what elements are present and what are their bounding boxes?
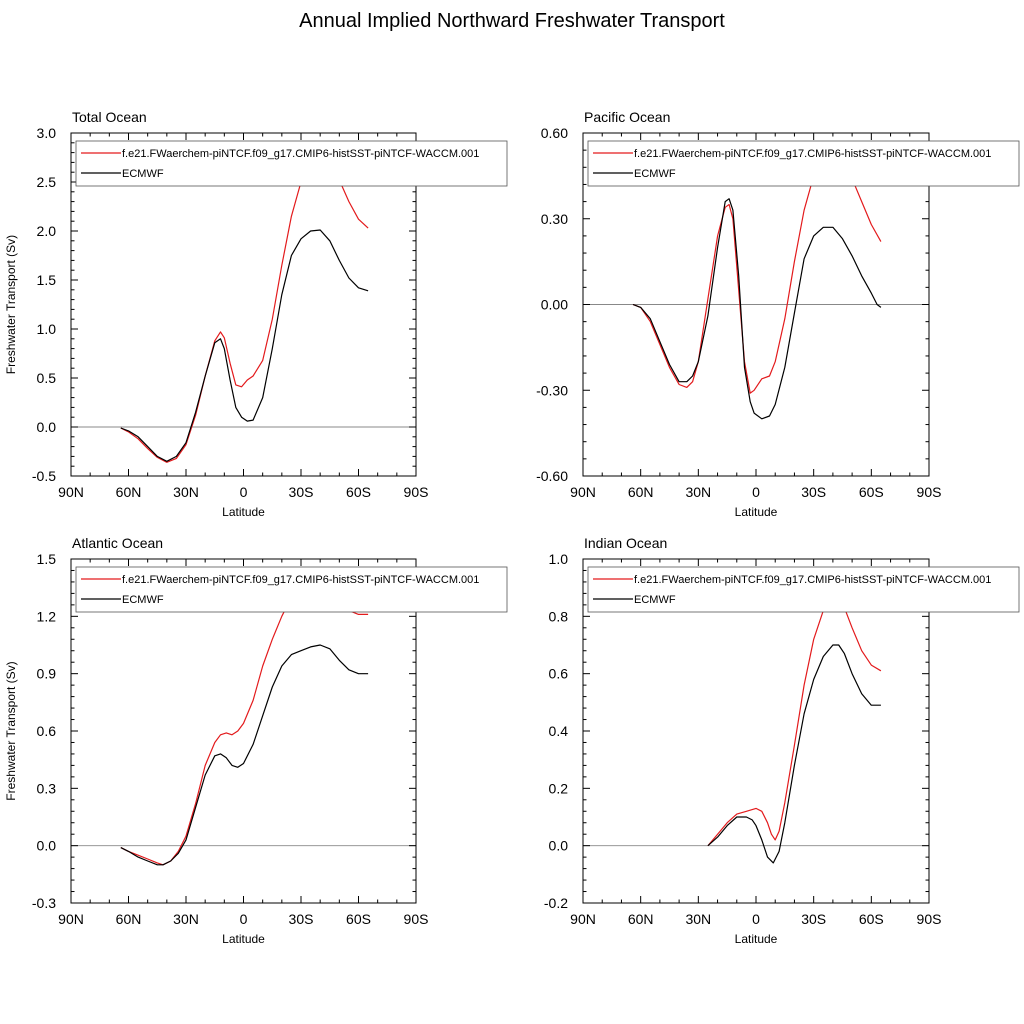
indian-ocean-x-tick-label: 90N xyxy=(570,911,596,927)
total-ocean-y-tick-label: 2.5 xyxy=(37,174,57,190)
indian-ocean-y-tick-label: 0.0 xyxy=(549,838,569,854)
total-ocean-x-tick-label: 90N xyxy=(58,484,84,500)
pacific-ocean-x-axis-label: Latitude xyxy=(735,505,778,519)
atlantic-ocean-legend-label-model: f.e21.FWaerchem-piNTCF.f09_g17.CMIP6-his… xyxy=(122,574,479,586)
atlantic-ocean-y-tick-label: 0.6 xyxy=(37,723,57,739)
total-ocean-y-tick-label: 0.5 xyxy=(37,370,57,386)
pacific-ocean-panel: Pacific Ocean 90N 60N 30N 0 30S 60S 90S -0.60 -0.… xyxy=(536,109,1020,519)
pacific-ocean-legend-label-model: f.e21.FWaerchem-piNTCF.f09_g17.CMIP6-his… xyxy=(634,148,991,160)
atlantic-ocean-x-tick-label: 30S xyxy=(289,911,314,927)
pacific-ocean-y-tick-label: 0.00 xyxy=(541,297,568,313)
total-ocean-title: Total Ocean xyxy=(72,109,147,125)
indian-ocean-y-tick-label: 0.4 xyxy=(549,723,569,739)
atlantic-ocean-y-tick-label: 1.2 xyxy=(37,608,57,624)
indian-ocean-x-axis-label: Latitude xyxy=(735,932,778,946)
pacific-ocean-series-ecmwf-line xyxy=(632,198,882,420)
pacific-ocean-x-tick-label: 30S xyxy=(801,484,826,500)
pacific-ocean-legend-box xyxy=(587,140,1020,187)
pacific-ocean-y-tick-label: -0.60 xyxy=(536,468,568,484)
atlantic-ocean-series-model-line xyxy=(120,579,369,866)
pacific-ocean-legend-label-ecmwf: ECMWF xyxy=(634,168,676,180)
indian-ocean-x-tick-label: 0 xyxy=(752,911,760,927)
atlantic-ocean-y-axis-label: Freshwater Transport (Sv) xyxy=(4,661,18,800)
indian-ocean-x-tick-label: 60S xyxy=(859,911,884,927)
atlantic-ocean-y-tick-label: 0.9 xyxy=(37,666,57,682)
atlantic-ocean-legend: f.e21.FWaerchem-piNTCF.f09_g17.CMIP6-his… xyxy=(75,566,508,613)
indian-ocean-y-tick-label: 0.2 xyxy=(549,780,569,796)
total-ocean-x-axis-label: Latitude xyxy=(222,505,265,519)
indian-ocean-x-tick-label: 60N xyxy=(628,911,654,927)
atlantic-ocean-y-tick-label: 1.5 xyxy=(37,551,57,567)
indian-ocean-y-tick-label: 0.6 xyxy=(549,666,569,682)
atlantic-ocean-series-ecmwf-line xyxy=(120,644,369,866)
pacific-ocean-x-tick-label: 90N xyxy=(570,484,596,500)
pacific-ocean-legend: f.e21.FWaerchem-piNTCF.f09_g17.CMIP6-his… xyxy=(587,140,1020,187)
total-ocean-y-tick-label: 2.0 xyxy=(37,223,57,239)
total-ocean-y-tick-label: 0.0 xyxy=(37,419,57,435)
atlantic-ocean-x-tick-label: 30N xyxy=(173,911,199,927)
indian-ocean-x-tick-label: 90S xyxy=(917,911,942,927)
indian-ocean-y-tick-label: 0.8 xyxy=(549,608,569,624)
indian-ocean-legend-label-ecmwf: ECMWF xyxy=(634,594,676,606)
pacific-ocean-y-tick-label: 0.60 xyxy=(541,125,568,141)
atlantic-ocean-y-tick-label: 0.0 xyxy=(37,838,57,854)
total-ocean-series-ecmwf-line xyxy=(120,229,369,462)
total-ocean-series-model-line xyxy=(120,154,369,463)
atlantic-ocean-x-tick-label: 90S xyxy=(404,911,429,927)
total-ocean-x-tick-label: 60N xyxy=(116,484,142,500)
atlantic-ocean-x-tick-label: 60S xyxy=(346,911,371,927)
atlantic-ocean-x-tick-label: 60N xyxy=(116,911,142,927)
figure-title: Annual Implied Northward Freshwater Tran… xyxy=(299,10,725,32)
atlantic-ocean-legend-label-ecmwf: ECMWF xyxy=(122,594,164,606)
atlantic-ocean-y-tick-label: 0.3 xyxy=(37,780,57,796)
indian-ocean-y-tick-label: 1.0 xyxy=(549,551,569,567)
total-ocean-legend: f.e21.FWaerchem-piNTCF.f09_g17.CMIP6-his… xyxy=(75,140,508,187)
indian-ocean-legend-label-model: f.e21.FWaerchem-piNTCF.f09_g17.CMIP6-his… xyxy=(634,574,991,586)
total-ocean-x-tick-label: 30S xyxy=(289,484,314,500)
indian-ocean-y-tick-label: -0.2 xyxy=(544,895,568,911)
pacific-ocean-series-model-line xyxy=(632,155,882,394)
atlantic-ocean-legend-box xyxy=(75,566,508,613)
pacific-ocean-x-tick-label: 60S xyxy=(859,484,884,500)
indian-ocean-x-tick-label: 30N xyxy=(685,911,711,927)
total-ocean-x-tick-label: 60S xyxy=(346,484,371,500)
indian-ocean-title: Indian Ocean xyxy=(584,535,667,551)
pacific-ocean-x-tick-label: 30N xyxy=(685,484,711,500)
total-ocean-y-axis-label: Freshwater Transport (Sv) xyxy=(4,235,18,374)
indian-ocean-legend-box xyxy=(587,566,1020,613)
total-ocean-y-tick-label: -0.5 xyxy=(32,468,56,484)
pacific-ocean-x-tick-label: 90S xyxy=(917,484,942,500)
total-ocean-y-tick-label: 1.0 xyxy=(37,321,57,337)
atlantic-ocean-y-tick-label: -0.3 xyxy=(32,895,56,911)
atlantic-ocean-panel: Atlantic Ocean 90N 60N 30N 0 30S 60S 90S -0.3 0.0… xyxy=(4,535,508,946)
pacific-ocean-y-tick-label: 0.30 xyxy=(541,211,568,227)
total-ocean-x-tick-label: 30N xyxy=(173,484,199,500)
atlantic-ocean-x-tick-label: 0 xyxy=(240,911,248,927)
indian-ocean-panel: Indian Ocean 90N 60N 30N 0 30S 60S 90S -0.2 0.0 0.… xyxy=(544,535,1020,946)
indian-ocean-legend: f.e21.FWaerchem-piNTCF.f09_g17.CMIP6-his… xyxy=(587,566,1020,613)
total-ocean-x-tick-label: 0 xyxy=(240,484,248,500)
total-ocean-x-tick-label: 90S xyxy=(404,484,429,500)
total-ocean-legend-box xyxy=(75,140,508,187)
atlantic-ocean-x-tick-label: 90N xyxy=(58,911,84,927)
pacific-ocean-y-tick-label: -0.30 xyxy=(536,382,568,398)
pacific-ocean-x-tick-label: 60N xyxy=(628,484,654,500)
pacific-ocean-x-tick-label: 0 xyxy=(752,484,760,500)
total-ocean-y-tick-label: 3.0 xyxy=(37,125,57,141)
pacific-ocean-title: Pacific Ocean xyxy=(584,109,670,125)
total-ocean-legend-label-model: f.e21.FWaerchem-piNTCF.f09_g17.CMIP6-his… xyxy=(122,148,479,160)
indian-ocean-x-tick-label: 30S xyxy=(801,911,826,927)
total-ocean-legend-label-ecmwf: ECMWF xyxy=(122,168,164,180)
atlantic-ocean-x-axis-label: Latitude xyxy=(222,932,265,946)
indian-ocean-series-ecmwf-line xyxy=(707,644,881,864)
total-ocean-panel: Total Ocean 90N 60N 30N 0 30S 60S 90S -0.5 0.0 0.5… xyxy=(4,109,508,519)
indian-ocean-series-model-line xyxy=(707,598,882,847)
total-ocean-y-tick-label: 1.5 xyxy=(37,272,57,288)
atlantic-ocean-title: Atlantic Ocean xyxy=(72,535,163,551)
